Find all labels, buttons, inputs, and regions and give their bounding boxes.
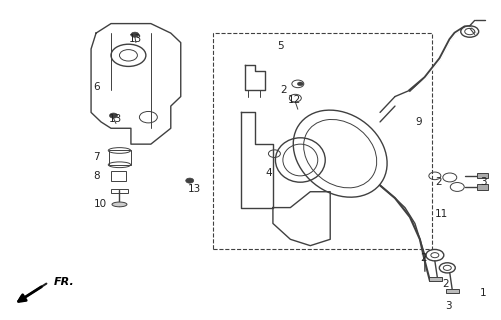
Circle shape [297, 82, 303, 86]
Text: 7: 7 [94, 152, 100, 162]
Bar [109, 150, 131, 165]
Text: 6: 6 [94, 82, 100, 92]
Ellipse shape [112, 202, 127, 207]
Circle shape [186, 178, 194, 183]
Text: 1: 1 [479, 288, 486, 298]
Bar [446, 289, 459, 292]
Bar [477, 184, 488, 189]
Bar [477, 173, 488, 178]
Text: 13: 13 [128, 35, 142, 44]
Text: 4: 4 [266, 168, 272, 178]
Text: 8: 8 [94, 171, 100, 181]
Text: 2: 2 [435, 177, 441, 187]
Bar [429, 277, 442, 281]
Bar [111, 188, 128, 193]
Text: 9: 9 [415, 117, 421, 127]
Bar [111, 171, 126, 180]
Text: 3: 3 [479, 177, 486, 187]
Text: 11: 11 [435, 209, 448, 219]
Text: 10: 10 [94, 199, 107, 209]
Text: 2: 2 [420, 253, 426, 263]
Bar [213, 33, 432, 249]
Text: FR.: FR. [54, 277, 75, 287]
Circle shape [131, 32, 139, 37]
Text: 13: 13 [109, 114, 122, 124]
Text: 5: 5 [277, 41, 284, 51]
Text: 13: 13 [188, 184, 201, 194]
Text: 2: 2 [281, 85, 287, 95]
Text: 12: 12 [288, 95, 301, 105]
Circle shape [110, 113, 117, 118]
Text: 2: 2 [442, 279, 449, 289]
Text: 3: 3 [445, 301, 451, 311]
